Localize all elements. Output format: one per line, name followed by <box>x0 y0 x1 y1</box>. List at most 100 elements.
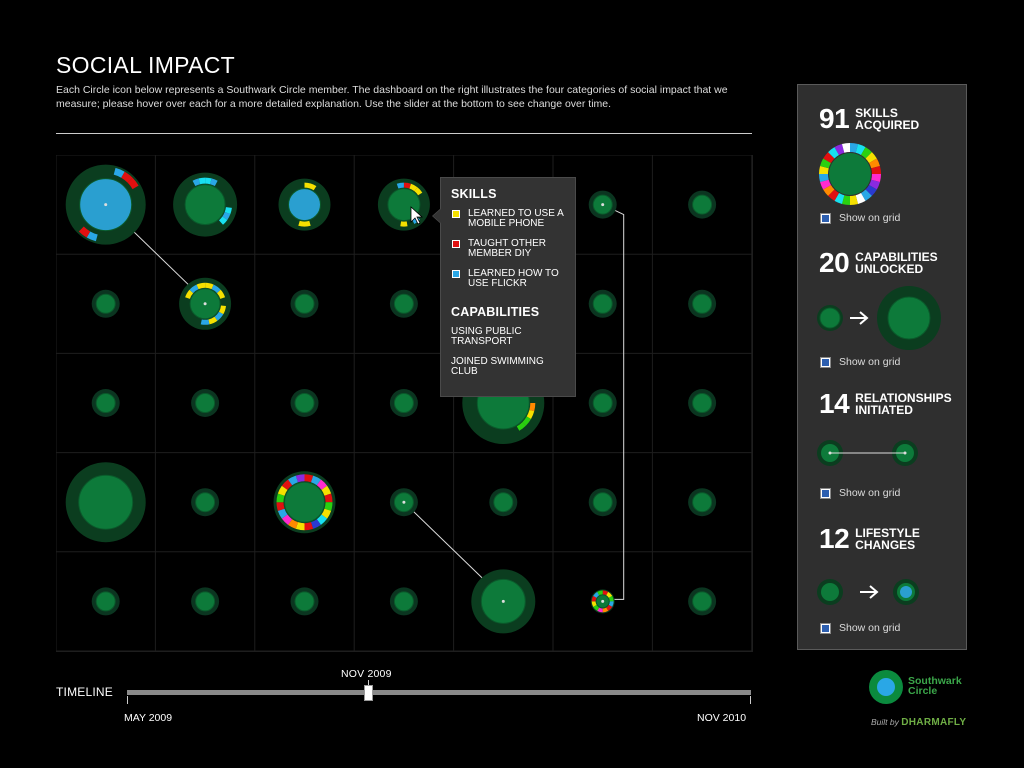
timeline-start-tick <box>127 696 128 704</box>
skill-segment <box>823 185 835 196</box>
skill-segment <box>277 508 288 519</box>
skill-segment <box>216 289 226 299</box>
member-circle <box>829 153 871 195</box>
capabilities-show-toggle[interactable]: Show on grid <box>820 356 900 368</box>
timeline-slider-track[interactable] <box>127 690 751 695</box>
skills-show-label: Show on grid <box>839 212 901 224</box>
skill-segment <box>850 195 859 205</box>
member-circle <box>493 492 514 513</box>
skills-count: 91 <box>819 103 850 134</box>
skill-segment <box>295 474 305 483</box>
relationships-checkbox[interactable] <box>820 487 831 499</box>
skills-show-toggle[interactable]: Show on grid <box>820 212 900 224</box>
skill-segment <box>304 474 314 483</box>
skill-segment <box>593 604 600 611</box>
member-circle <box>284 481 325 523</box>
skill-segment <box>113 167 125 178</box>
skill-segment <box>828 189 839 201</box>
tooltip-capabilities-heading: CAPABILITIES <box>451 305 540 319</box>
member-circle <box>592 393 613 413</box>
lifestyle-stat[interactable]: 12 LIFESTYLE CHANGES <box>819 525 955 553</box>
skills-checkbox[interactable] <box>820 212 831 224</box>
skill-segment <box>185 289 194 299</box>
skill-segment <box>127 177 139 190</box>
capabilities-checkbox[interactable] <box>820 356 831 368</box>
relationships-stat[interactable]: 14 RELATIONSHIPS INITIATED <box>819 390 955 418</box>
skill-segment <box>861 147 872 159</box>
skill-segment <box>516 422 526 431</box>
member-circle <box>195 492 216 513</box>
member-circle <box>195 393 216 413</box>
lifestyle-show-toggle[interactable]: Show on grid <box>820 622 900 634</box>
circle-logo-icon <box>869 670 903 704</box>
skill-segment <box>606 591 613 598</box>
skill-segment <box>121 171 133 183</box>
skill-segment <box>414 187 423 196</box>
skill-segment <box>820 158 831 169</box>
member-circle <box>78 474 134 530</box>
skill-segment <box>310 519 321 529</box>
member-circle <box>692 492 713 513</box>
member-circle <box>592 492 613 513</box>
skill-segment <box>409 183 418 192</box>
tooltip-capability: USING PUBLIC TRANSPORT <box>451 326 522 347</box>
member-circle <box>692 293 713 314</box>
skill-segment <box>205 177 212 185</box>
timeline-slider-handle[interactable] <box>364 685 373 701</box>
lifestyle-count: 12 <box>819 523 850 554</box>
skill-segment <box>841 143 850 153</box>
skill-segment <box>78 226 91 238</box>
relationships-show-toggle[interactable]: Show on grid <box>820 487 900 499</box>
skill-segment <box>593 591 600 598</box>
skill-segment <box>288 475 299 486</box>
skill-segment <box>819 174 829 183</box>
skill-segment <box>310 475 321 486</box>
member-circle <box>184 184 226 226</box>
header-divider <box>56 133 752 134</box>
skill-segment <box>316 479 328 490</box>
skill-segment <box>850 143 859 153</box>
skills-stat[interactable]: 91 SKILLS ACQUIRED <box>819 105 955 133</box>
tooltip-skill: TAUGHT OTHER MEMBER DIY <box>451 239 565 259</box>
skill-segment <box>834 193 845 204</box>
skill-segment <box>324 493 333 503</box>
capabilities-stat[interactable]: 20 CAPABILITIES UNLOCKED <box>819 249 955 277</box>
member-circle <box>294 591 315 612</box>
skill-segment <box>324 502 333 511</box>
relationship-node <box>203 302 207 306</box>
skill-segment <box>224 207 232 215</box>
skill-segment <box>828 147 839 159</box>
skill-segment <box>205 282 214 290</box>
skill-segment <box>196 282 206 290</box>
southwark-circle-logo[interactable]: Southwark Circle <box>868 667 978 707</box>
skill-segment <box>522 416 532 426</box>
page-title: SOCIAL IMPACT <box>56 52 235 78</box>
impact-dashboard: 91 SKILLS ACQUIRED Show on grid 20 CAPAB… <box>797 84 967 650</box>
member-circle <box>692 194 713 215</box>
relationships-legend-icon <box>817 440 918 466</box>
skill-segment <box>219 216 228 225</box>
member-circle <box>288 188 321 222</box>
credit-brand[interactable]: DHARMAFLY <box>901 717 967 728</box>
skill-segment <box>608 601 614 607</box>
skill-segment <box>276 493 285 503</box>
member-circle <box>95 393 116 413</box>
credit-prefix: Built by <box>871 717 899 727</box>
skill-segment <box>606 604 613 611</box>
lifestyle-checkbox[interactable] <box>820 622 831 634</box>
arrow-right-icon <box>860 585 879 599</box>
skill-segment <box>871 174 881 183</box>
skill-segment <box>281 514 293 525</box>
skills-legend-icon <box>819 143 881 205</box>
skill-segment <box>608 595 614 602</box>
tooltip-skill-label: LEARNED HOW TO USE FLICKR <box>468 268 559 289</box>
lifestyle-label: LIFESTYLE CHANGES <box>855 525 920 552</box>
logo-line-1: Southwark <box>908 675 962 687</box>
skill-segment <box>222 212 231 220</box>
member-grid-canvas <box>56 155 752 651</box>
mouse-cursor-icon <box>410 206 424 225</box>
skill-segment <box>298 220 311 227</box>
skill-segment <box>869 158 880 169</box>
skill-segment <box>855 193 866 204</box>
relationship-node <box>601 599 605 603</box>
